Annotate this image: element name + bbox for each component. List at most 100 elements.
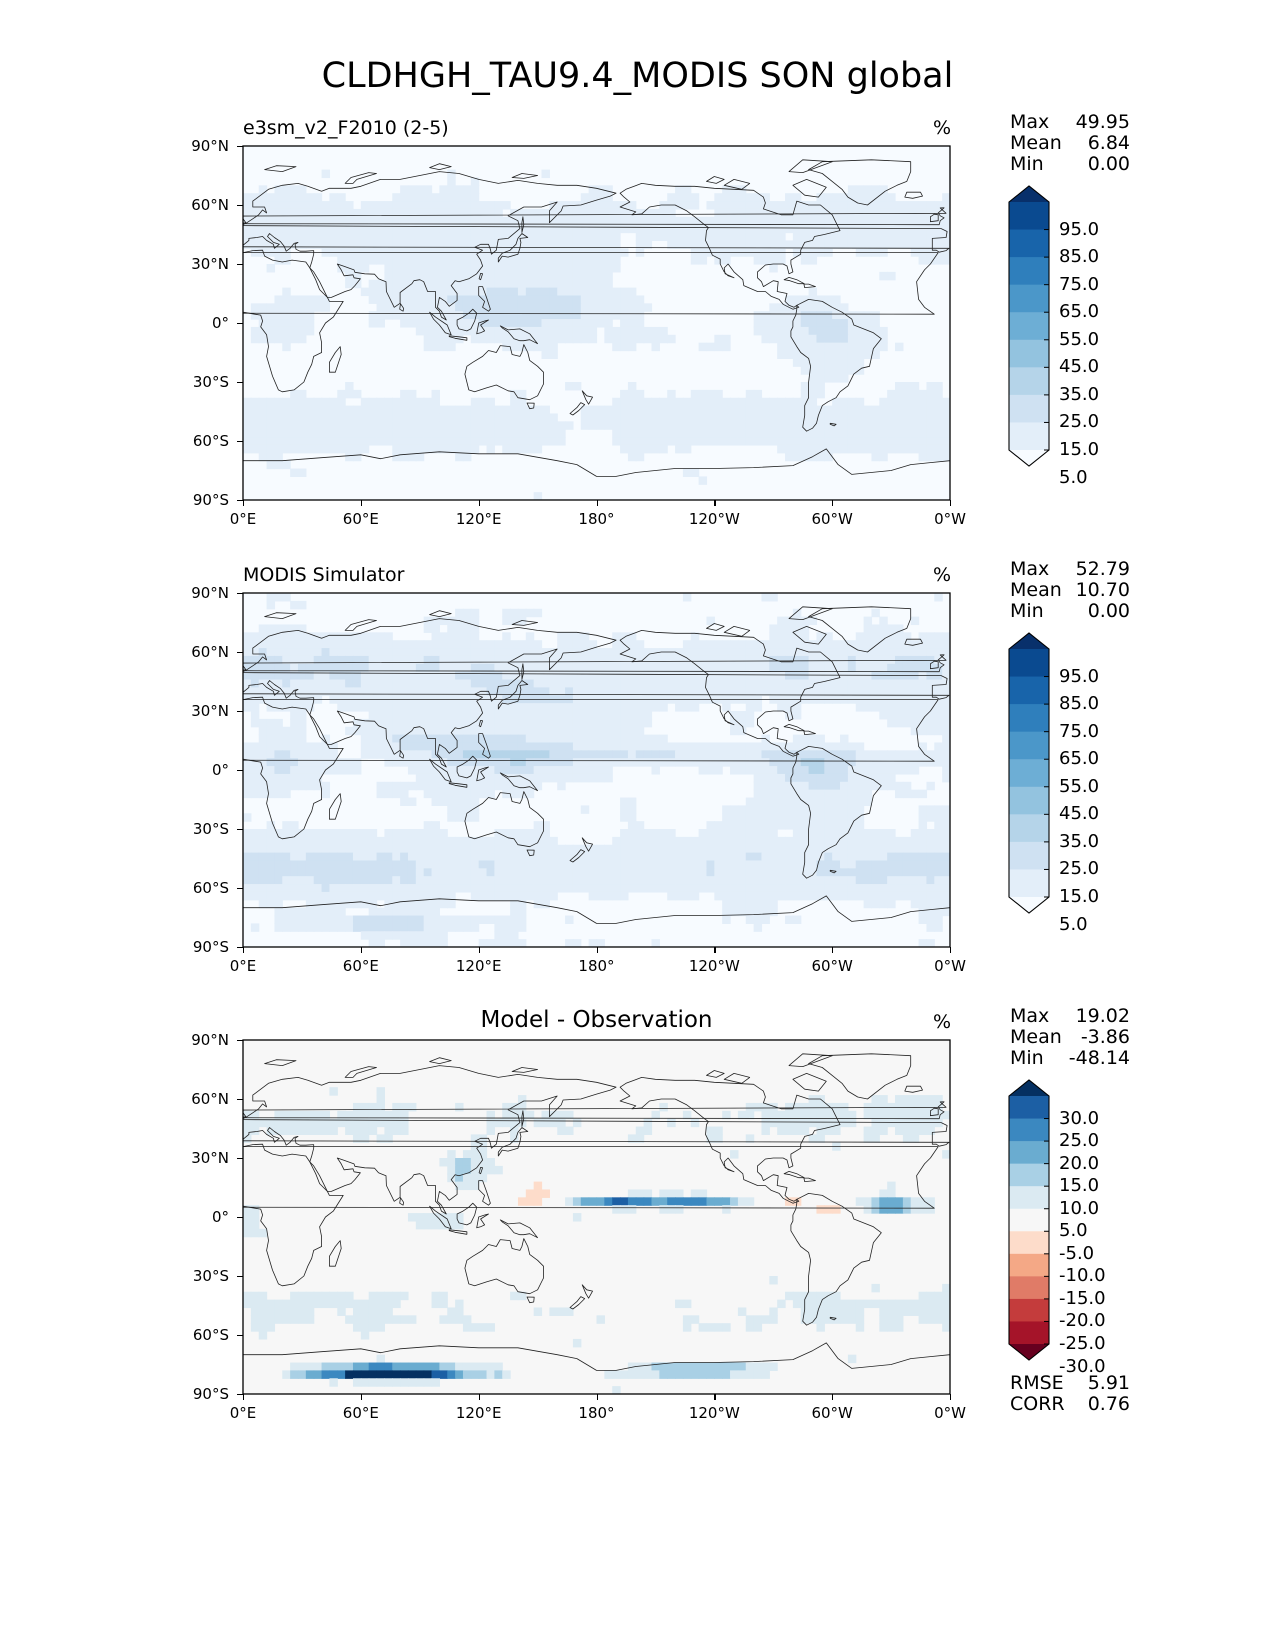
map-model xyxy=(242,145,951,501)
lat-tick-label: 60°S xyxy=(192,879,229,897)
coastline-falklands xyxy=(829,422,837,427)
lon-tick-label: 180° xyxy=(578,510,615,528)
coastline-sumatra xyxy=(429,1205,452,1230)
coastline-severnaya xyxy=(429,1057,452,1064)
lon-tick-label: 120°E xyxy=(455,1404,502,1422)
coastline-svalbard xyxy=(264,612,297,619)
colorbar-tick-label: 15.0 xyxy=(1059,886,1100,907)
lon-tick-label: 0°W xyxy=(934,957,966,975)
lat-tick-mark xyxy=(237,888,243,890)
lon-tick-mark xyxy=(950,947,952,953)
coastline-victoria xyxy=(723,179,751,190)
lon-tick-label: 0°W xyxy=(934,1404,966,1422)
coastline-victoria xyxy=(723,626,751,637)
coastline-svalbard xyxy=(264,1059,297,1066)
lon-tick-mark xyxy=(243,500,245,506)
figure-title: CLDHGH_TAU9.4_MODIS SON global xyxy=(321,56,954,96)
lon-tick-mark xyxy=(596,1394,598,1400)
lon-tick-mark xyxy=(360,1394,363,1400)
coastline-antarctica xyxy=(243,448,950,500)
coastline-uk xyxy=(243,654,947,673)
colorbar-tick-label: 25.0 xyxy=(1059,858,1100,880)
coastline-hispaniola xyxy=(803,1177,816,1182)
lat-tick-mark xyxy=(237,829,243,831)
coastline-srilanka xyxy=(399,1197,404,1206)
colorbar-tick-label: -15.0 xyxy=(1059,1287,1106,1309)
lon-tick-label: 0°E xyxy=(229,957,257,975)
coastline-northamerica xyxy=(619,183,841,310)
colorbar-tick-label: 75.0 xyxy=(1059,720,1100,742)
coastline-svalbard xyxy=(264,165,297,172)
stat-value-max: 19.02 xyxy=(1075,1005,1130,1027)
stat-label-mean: Mean xyxy=(1010,132,1062,154)
panel-title-obs: MODIS Simulator xyxy=(243,564,405,586)
coastline-australia xyxy=(464,344,544,401)
colorbar-segment xyxy=(1009,1231,1049,1255)
colorbar-tick-label: -5.0 xyxy=(1059,1242,1095,1264)
lat-tick-mark xyxy=(237,382,243,384)
coastline-iceland xyxy=(904,638,923,646)
units-label-obs: % xyxy=(933,564,952,586)
lat-tick-label: 30°N xyxy=(191,255,229,273)
colorbar-tick-label: 25.0 xyxy=(1059,1130,1100,1152)
lat-tick-mark xyxy=(237,711,243,713)
lat-tick-label: 60°S xyxy=(192,432,229,450)
colorbar-tick-label: 85.0 xyxy=(1059,246,1100,268)
lon-tick-label: 180° xyxy=(578,957,615,975)
colorbar-tick-label: 65.0 xyxy=(1059,748,1100,770)
coastline-japan xyxy=(497,680,529,710)
coastline-newguinea xyxy=(499,772,538,792)
lat-tick-label: 60°N xyxy=(191,1090,229,1108)
coastline-severnaya xyxy=(429,163,452,170)
coastline-ellesmere xyxy=(788,606,833,620)
coastline-falklands xyxy=(829,869,837,874)
colorbar-segment xyxy=(1009,786,1049,815)
lon-tick-mark xyxy=(596,947,598,953)
coastline-tasmania xyxy=(526,849,535,857)
colorbar-segment xyxy=(1009,841,1049,870)
coastline-borneo xyxy=(456,308,478,332)
colorbar-tick-label: 5.0 xyxy=(1059,466,1088,488)
coastline-sulawesi xyxy=(476,766,489,782)
stat-label-min: Min xyxy=(1010,600,1044,622)
colorbar-extend-top xyxy=(1009,633,1049,649)
lon-tick-label: 120°W xyxy=(688,510,740,528)
lat-tick-mark xyxy=(237,323,243,325)
coastline-uk xyxy=(243,218,247,224)
lon-tick-mark xyxy=(243,947,245,953)
coastline-ellesmere xyxy=(788,1053,833,1067)
coastline-newguinea xyxy=(499,1219,538,1239)
lat-tick-label: 0° xyxy=(211,761,229,779)
lon-tick-label: 180° xyxy=(578,1404,615,1422)
colorbar-tick-label: 95.0 xyxy=(1059,665,1100,687)
colorbar-segment xyxy=(1009,731,1049,760)
lat-tick-mark xyxy=(237,652,243,654)
colorbar-segment xyxy=(1009,1141,1049,1165)
coastline-iceland xyxy=(904,191,923,199)
lat-tick-mark xyxy=(237,1099,243,1101)
coastline-newsib xyxy=(511,1067,538,1073)
coastline-eurasia xyxy=(243,618,617,768)
colorbar-segment xyxy=(1009,202,1049,231)
coastline-southamerica xyxy=(790,746,882,879)
contour-field xyxy=(243,1040,950,1394)
stat-label-mean: Mean xyxy=(1010,579,1062,601)
lon-tick-label: 120°E xyxy=(455,510,502,528)
lat-tick-label: 90°S xyxy=(192,491,229,509)
coastline-philippines xyxy=(478,1180,491,1206)
coastline-srilanka xyxy=(399,750,404,759)
lon-tick-mark xyxy=(714,1394,716,1400)
colorbar-tick-label: -20.0 xyxy=(1059,1310,1106,1332)
coastline-newsib xyxy=(511,173,538,179)
units-label-diff: % xyxy=(933,1011,952,1033)
stat-label-rmse: RMSE xyxy=(1010,1372,1064,1394)
coastline-uk xyxy=(243,665,247,671)
coastline-taiwan xyxy=(478,720,483,728)
coastline-africa xyxy=(243,696,344,840)
lat-tick-mark xyxy=(237,1394,243,1396)
lon-tick-label: 0°W xyxy=(934,510,966,528)
lat-tick-label: 30°S xyxy=(192,820,229,838)
coastline-banks xyxy=(706,176,725,184)
colorbar-tick-label: 30.0 xyxy=(1059,1107,1100,1129)
colorbar-segment xyxy=(1009,312,1049,341)
